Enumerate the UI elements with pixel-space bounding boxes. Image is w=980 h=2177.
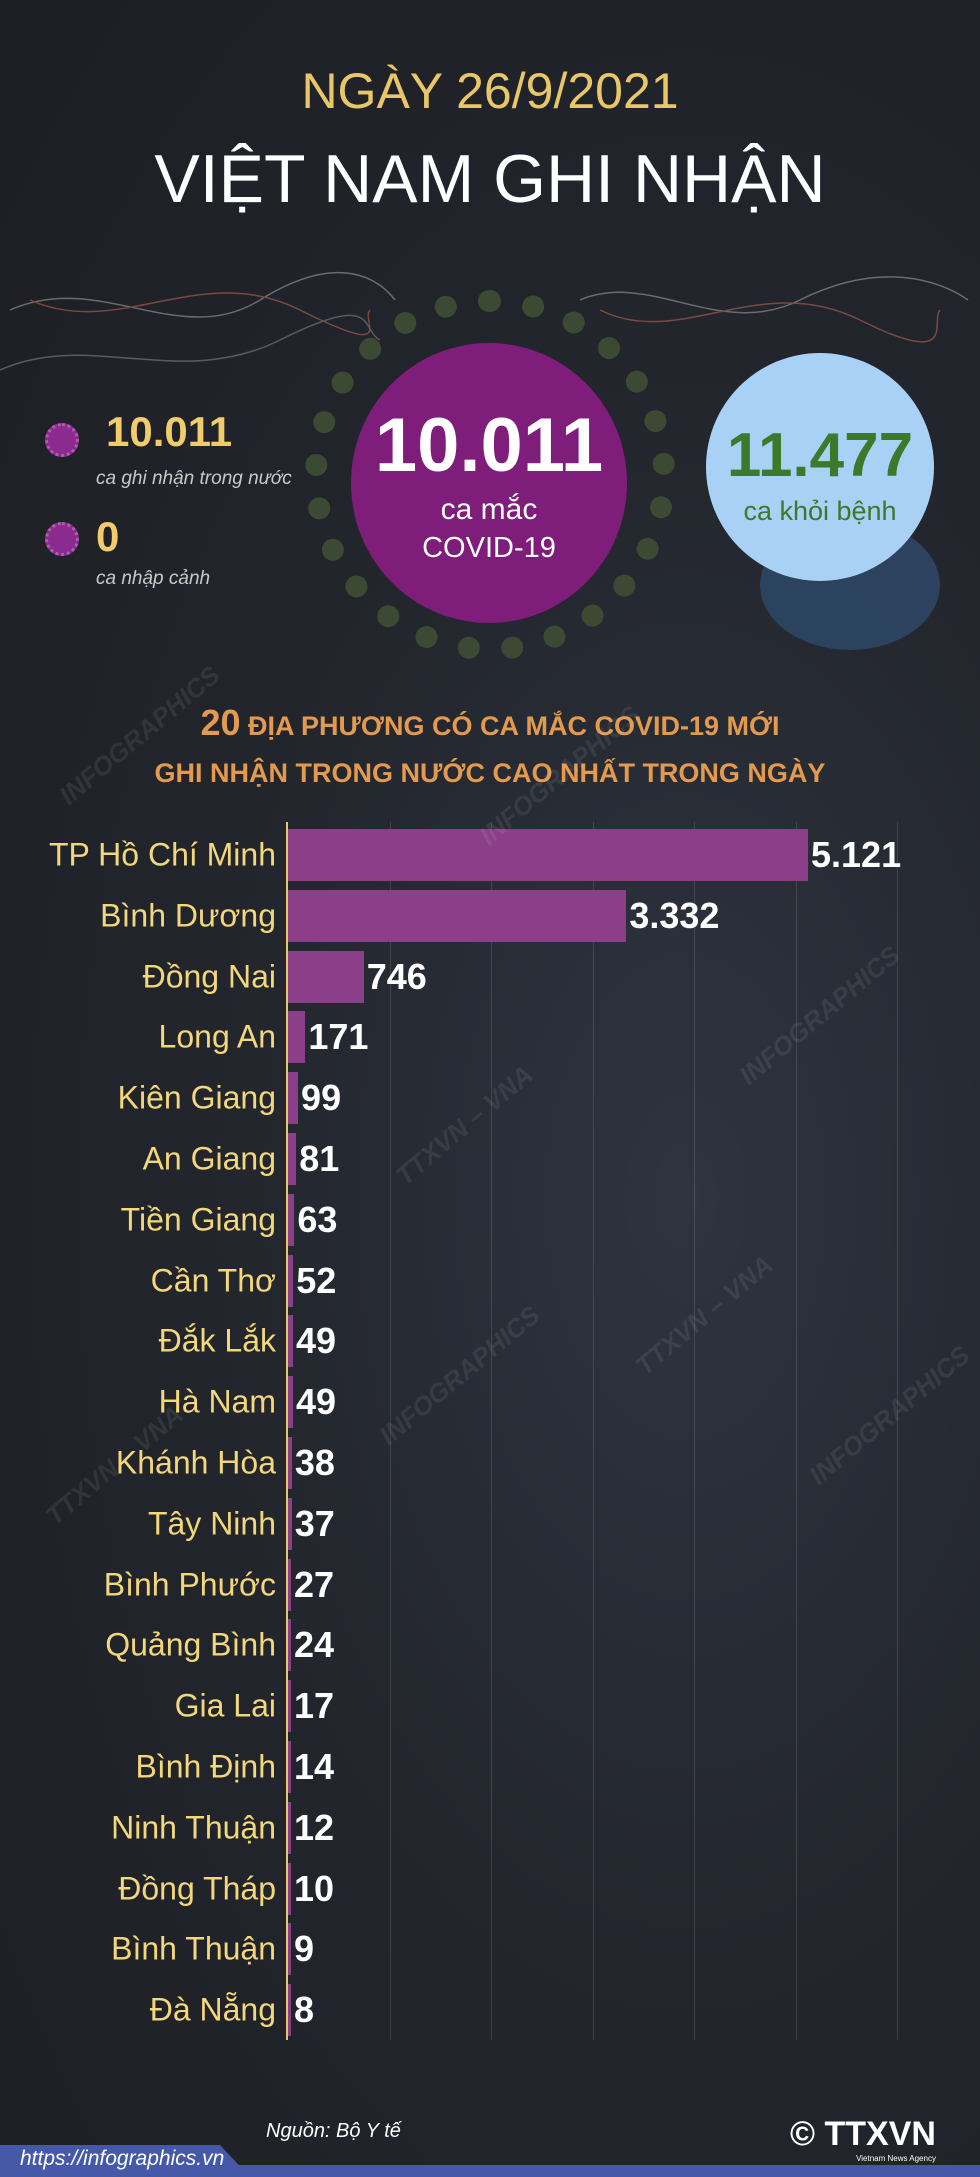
category-label: Tiền Giang (120, 1201, 276, 1238)
gridline (491, 822, 493, 2040)
total-cases-circle: 10.011 ca mắc COVID-19 (351, 343, 627, 623)
copyright-symbol: © (790, 2115, 816, 2153)
value-label: 9 (294, 1928, 315, 1970)
bar (288, 1497, 292, 1550)
category-label: Bình Thuận (111, 1930, 276, 1967)
category-label: Khánh Hòa (115, 1444, 276, 1481)
value-label: 5.121 (811, 834, 902, 875)
category-label: Ninh Thuận (111, 1809, 276, 1846)
value-label: 17 (294, 1685, 335, 1727)
recovered-value: 11.477 (726, 421, 914, 490)
gridline (795, 822, 797, 2040)
chart-title-line2: GHI NHẬN TRONG NƯỚC CAO NHẤT TRONG NGÀY (154, 758, 826, 788)
value-label: 12 (294, 1806, 335, 1848)
imported-cases-label: ca nhập cảnh (96, 568, 211, 589)
category-label: Đắk Lắk (158, 1322, 276, 1359)
value-label: 49 (295, 1320, 337, 1362)
bar (288, 1254, 294, 1307)
value-label: 8 (294, 1989, 315, 2031)
bar (288, 1862, 291, 1915)
category-label: Đồng Nai (142, 958, 276, 995)
bar (288, 950, 364, 1003)
category-label: Bình Phước (103, 1566, 276, 1603)
bar (288, 1315, 293, 1368)
category-label: Quảng Bình (105, 1626, 276, 1663)
value-label: 99 (301, 1077, 342, 1119)
logo-subtext: Vietnam News Agency (856, 2154, 936, 2163)
value-label: 63 (297, 1198, 338, 1240)
value-label: 49 (295, 1381, 337, 1423)
value-label: 81 (299, 1138, 340, 1179)
category-label: Hà Nam (158, 1383, 276, 1420)
watermark: TTXVN – VNA (629, 1249, 779, 1381)
value-label: 746 (366, 955, 427, 997)
bar (288, 1072, 299, 1125)
domestic-cases-label: ca ghi nhận trong nước (96, 468, 292, 489)
value-label: 37 (294, 1502, 335, 1544)
bar (288, 1984, 291, 2037)
value-label: 27 (294, 1563, 335, 1605)
virus-icon (45, 423, 79, 457)
category-label: Kiên Giang (117, 1079, 276, 1116)
value-label: 52 (296, 1259, 337, 1301)
value-label: 38 (294, 1442, 335, 1483)
logo-text: TTXVN (824, 2115, 936, 2153)
bar (288, 1741, 291, 1793)
bar (288, 1619, 291, 1672)
virus-icon (45, 522, 79, 556)
chart-title-text: ĐỊA PHƯƠNG CÓ CA MẮC COVID-19 MỚI (248, 711, 780, 741)
category-label: Long An (158, 1018, 276, 1055)
footer-url-tab (0, 2145, 250, 2177)
bar (288, 1193, 295, 1246)
gridline (897, 822, 899, 2040)
bar (288, 889, 627, 942)
category-label: Đà Nẵng (149, 1991, 276, 2028)
date-heading: NGÀY 26/9/2021 (301, 63, 679, 119)
value-label: 10 (294, 1867, 335, 1909)
gridline (694, 822, 696, 2040)
domestic-cases-value: 10.011 (106, 408, 233, 455)
category-label: Đồng Tháp (118, 1870, 276, 1907)
chart-title-number: 20 (200, 702, 241, 743)
gridline (592, 822, 594, 2040)
recovered-label: ca khỏi bệnh (743, 496, 897, 526)
decorative-waves (0, 271, 969, 371)
bar (288, 1680, 291, 1733)
y-axis (286, 822, 288, 2040)
category-label: Gia Lai (174, 1687, 276, 1724)
bar (288, 1011, 306, 1064)
value-label: 24 (294, 1624, 335, 1666)
total-cases-label-1: ca mắc (440, 493, 538, 526)
watermark: INFOGRAPHICS (373, 1299, 546, 1451)
value-label: 3.332 (629, 894, 720, 936)
bar (288, 1558, 291, 1611)
category-label: TP Hồ Chí Minh (48, 836, 276, 873)
value-label: 171 (308, 1016, 369, 1058)
watermark: INFOGRAPHICS (733, 939, 906, 1091)
bar (288, 829, 808, 881)
watermark: INFOGRAPHICS (803, 1339, 976, 1491)
category-label: Tây Ninh (147, 1505, 276, 1542)
chart-title-line1: 20 ĐỊA PHƯƠNG CÓ CA MẮC COVID-19 MỚI (0, 702, 980, 744)
ttxvn-logo: © TTXVN Vietnam News Agency (790, 2115, 936, 2163)
watermark: TTXVN – VNA (389, 1059, 539, 1191)
page-title: VIỆT NAM GHI NHẬN (154, 141, 826, 217)
category-label: An Giang (142, 1140, 276, 1177)
bar (288, 1801, 291, 1854)
bar (288, 1437, 292, 1489)
category-label: Cần Thơ (150, 1262, 276, 1299)
bar (288, 1376, 293, 1429)
bar (288, 1923, 291, 1976)
category-label: Bình Định (135, 1748, 276, 1785)
total-cases-label-2: COVID-19 (422, 532, 556, 564)
category-label: Bình Dương (100, 897, 276, 934)
website-link[interactable]: https://infographics.vn (20, 2147, 225, 2170)
bar (288, 1133, 297, 1185)
recovered-circle: 11.477 ca khỏi bệnh (706, 353, 934, 581)
imported-cases-value: 0 (96, 513, 120, 560)
value-label: 14 (294, 1746, 335, 1787)
gridline (389, 822, 391, 2040)
total-cases-value: 10.011 (374, 403, 604, 488)
source-note: Nguồn: Bộ Y tế (266, 2120, 401, 2142)
